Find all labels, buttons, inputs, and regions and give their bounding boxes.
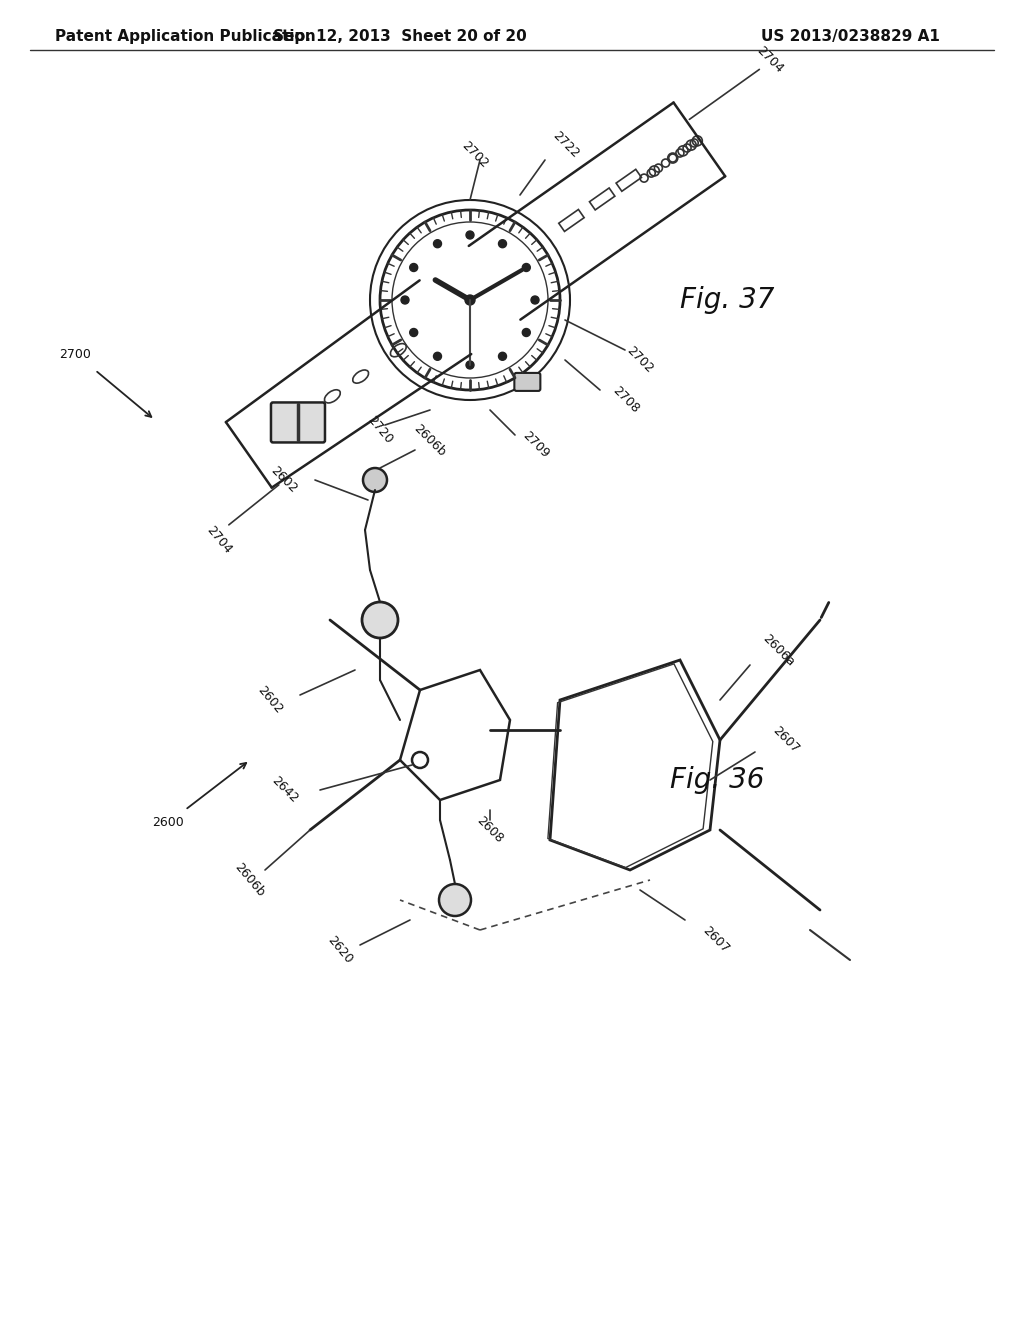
Circle shape	[362, 469, 387, 492]
Circle shape	[522, 264, 530, 272]
Text: 2704: 2704	[754, 44, 785, 75]
Text: Fig. 36: Fig. 36	[670, 766, 764, 795]
Circle shape	[499, 352, 507, 360]
Text: 2702: 2702	[625, 345, 655, 376]
Circle shape	[410, 264, 418, 272]
Circle shape	[439, 884, 471, 916]
Text: 2620: 2620	[325, 933, 355, 966]
Text: Patent Application Publication: Patent Application Publication	[55, 29, 315, 45]
Text: 2608: 2608	[474, 814, 506, 846]
Circle shape	[466, 360, 474, 370]
Circle shape	[410, 329, 418, 337]
Text: 2704: 2704	[204, 524, 234, 556]
Circle shape	[531, 296, 539, 304]
Bar	[616, 169, 641, 191]
Text: US 2013/0238829 A1: US 2013/0238829 A1	[761, 29, 940, 45]
Text: 2602: 2602	[255, 684, 285, 717]
Circle shape	[522, 329, 530, 337]
Text: 2700: 2700	[59, 348, 91, 362]
FancyBboxPatch shape	[271, 403, 325, 442]
Bar	[559, 210, 584, 231]
Circle shape	[433, 352, 441, 360]
Circle shape	[401, 296, 409, 304]
Bar	[590, 187, 614, 210]
Text: 2607: 2607	[770, 725, 802, 756]
Circle shape	[465, 294, 475, 305]
Text: 2642: 2642	[268, 775, 300, 805]
Text: 2607: 2607	[700, 924, 731, 956]
Text: 2708: 2708	[610, 384, 642, 416]
Text: 2720: 2720	[365, 413, 395, 446]
Circle shape	[362, 602, 398, 638]
Text: 2606b: 2606b	[232, 861, 267, 899]
Text: 2702: 2702	[459, 139, 490, 170]
Text: 2722: 2722	[550, 129, 582, 161]
FancyBboxPatch shape	[514, 374, 541, 391]
Circle shape	[433, 240, 441, 248]
Text: Sep. 12, 2013  Sheet 20 of 20: Sep. 12, 2013 Sheet 20 of 20	[273, 29, 527, 45]
Text: 2606b: 2606b	[412, 421, 449, 458]
Text: Fig. 37: Fig. 37	[680, 286, 774, 314]
Circle shape	[466, 231, 474, 239]
Text: 2606a: 2606a	[760, 631, 797, 668]
Text: 2600: 2600	[153, 817, 184, 829]
Text: 2709: 2709	[520, 429, 552, 461]
Text: 2602: 2602	[268, 465, 300, 496]
Circle shape	[499, 240, 507, 248]
